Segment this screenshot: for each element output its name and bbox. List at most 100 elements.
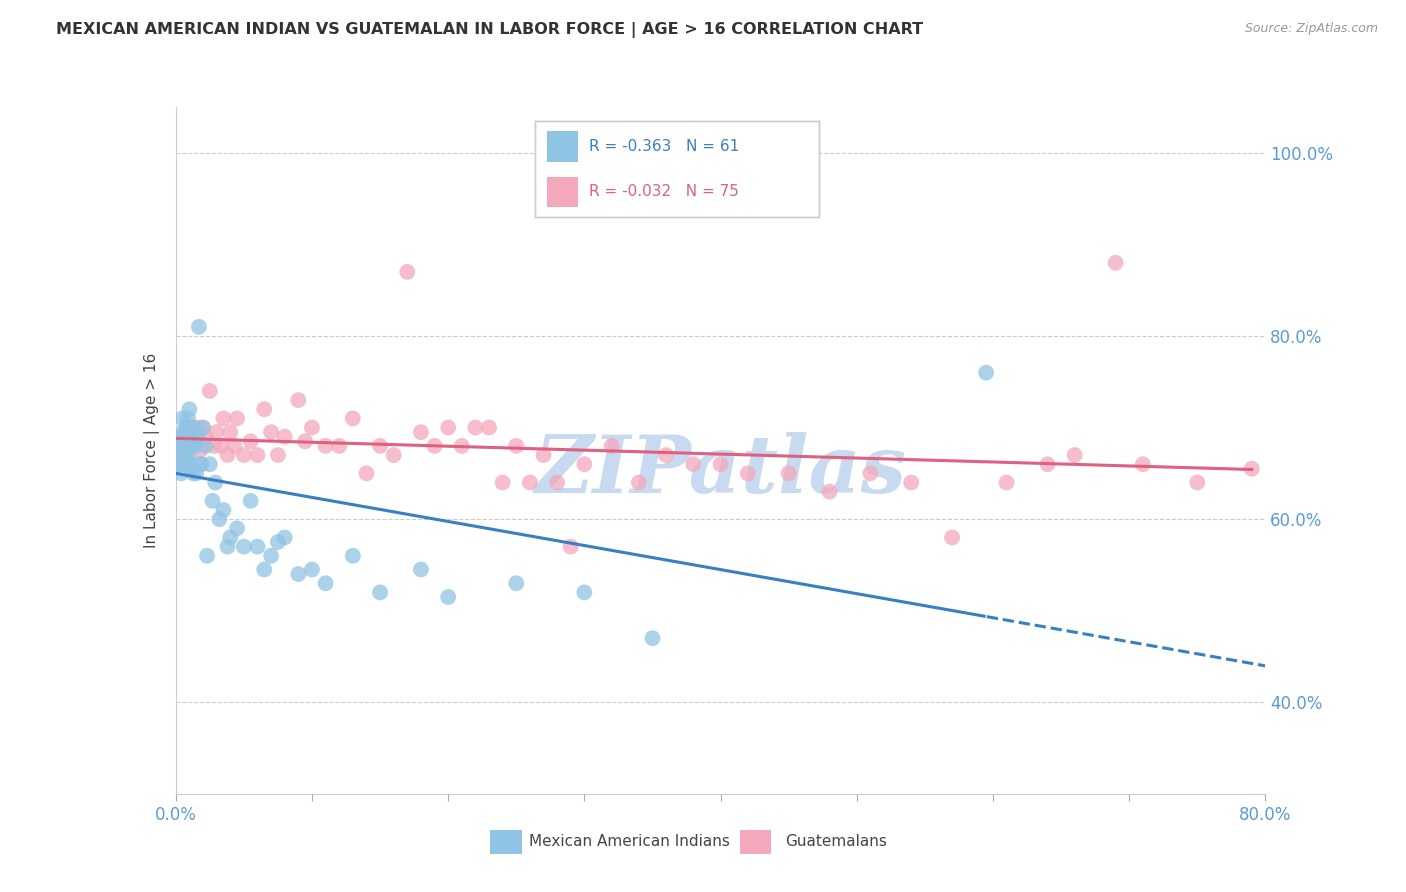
Point [315,576,337,591]
Point [194,439,217,453]
Point [176,452,198,467]
Point [655,448,678,462]
Point [186,430,209,444]
Point [274,430,297,444]
Point [315,439,337,453]
Point [342,411,364,425]
Point [737,467,759,481]
Point [190,457,212,471]
Point [174,434,197,449]
Point [368,585,391,599]
Point [267,535,290,549]
Point [246,540,269,554]
Point [166,439,188,453]
Point [198,384,221,398]
Point [174,457,197,471]
Point [1104,256,1126,270]
Point [464,420,486,434]
Point [478,420,501,434]
Point [260,425,283,439]
Point [184,439,207,453]
Point [778,467,800,481]
Point [382,448,405,462]
Point [194,430,217,444]
Point [173,448,195,462]
Point [818,484,841,499]
Point [226,411,249,425]
Point [710,457,733,471]
Point [183,467,205,481]
Point [172,439,194,453]
Point [301,562,323,576]
Point [179,452,201,467]
Point [546,475,568,490]
Point [188,443,211,458]
Point [169,439,191,453]
Point [172,439,194,453]
Point [195,549,218,563]
Point [232,448,254,462]
Point [574,585,596,599]
Point [342,549,364,563]
Point [191,420,214,434]
Point [172,457,194,471]
Point [274,531,297,545]
Point [328,439,350,453]
Point [1063,448,1085,462]
Point [995,475,1018,490]
Point [396,265,419,279]
Y-axis label: In Labor Force | Age > 16: In Labor Force | Age > 16 [143,353,160,548]
Point [201,493,224,508]
Point [600,439,623,453]
Point [204,475,226,490]
Point [169,457,191,471]
Point [253,562,276,576]
Point [239,434,262,449]
Point [260,549,283,563]
Point [505,439,527,453]
Point [574,457,596,471]
Point [172,411,194,425]
Point [170,467,193,481]
Point [179,425,201,439]
Point [176,452,198,467]
Point [287,567,309,582]
Point [301,420,323,434]
Point [180,434,202,449]
Point [294,434,316,449]
Point [1187,475,1209,490]
Point [356,467,378,481]
Point [287,393,309,408]
Point [519,475,541,490]
Point [179,402,201,417]
Point [170,430,193,444]
Point [450,439,472,453]
Point [186,434,208,449]
Text: ZIPatlas: ZIPatlas [534,433,907,510]
Point [267,448,290,462]
Point [212,411,235,425]
Point [180,425,202,439]
Point [212,503,235,517]
Point [170,443,193,458]
Point [169,452,191,467]
Point [198,457,221,471]
Point [186,467,208,481]
Point [177,439,200,453]
Point [1036,457,1059,471]
Point [941,531,963,545]
Point [173,452,195,467]
Point [202,439,225,453]
Point [173,425,195,439]
Point [219,531,242,545]
Point [423,439,446,453]
Point [166,434,188,449]
Point [505,576,527,591]
Point [209,439,232,453]
Point [217,540,239,554]
Point [1132,457,1154,471]
Point [492,475,515,490]
Point [177,411,200,425]
Point [183,420,205,434]
Point [253,402,276,417]
